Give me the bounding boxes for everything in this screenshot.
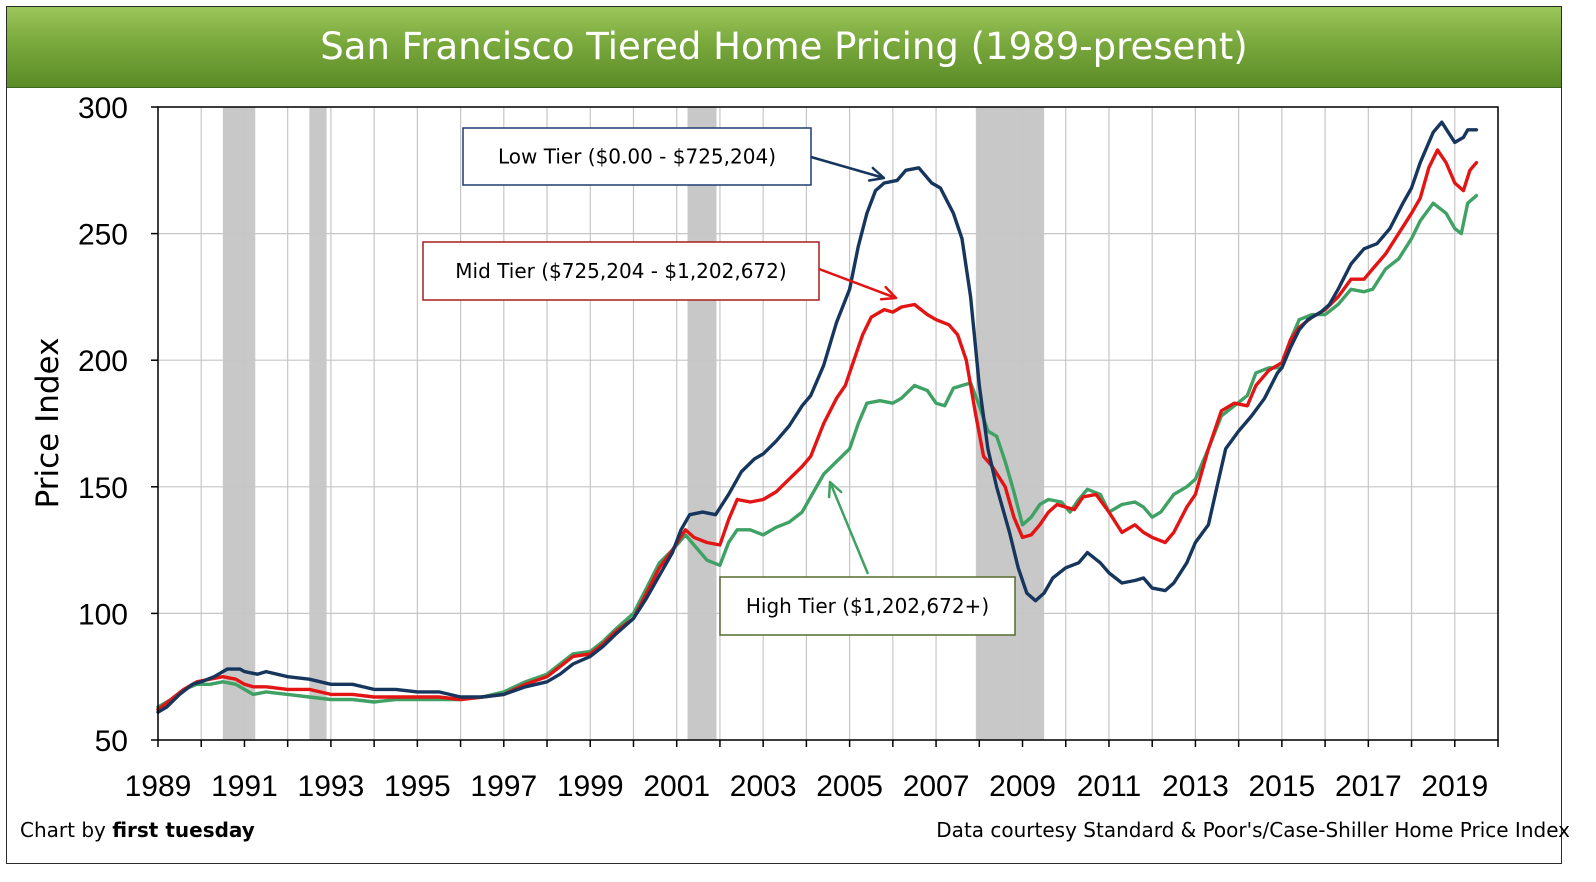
x-tick-label: 2019 — [1421, 770, 1488, 803]
plot-border — [157, 106, 1499, 741]
x-tick-label: 2005 — [816, 770, 883, 803]
y-tick-label: 250 — [78, 219, 128, 252]
x-tick-label: 2013 — [1162, 770, 1229, 803]
axes: 50 100 150 200 250 300 1989 1991 1993 1995 1997 199… — [78, 92, 1499, 803]
x-tick-label: 1995 — [384, 770, 451, 803]
y-tick-label: 150 — [78, 472, 128, 505]
x-tick-label: 2015 — [1248, 770, 1315, 803]
annotation-arrowhead — [879, 285, 898, 301]
y-tick-label: 100 — [78, 598, 128, 631]
credit-prefix: Chart by — [20, 818, 113, 842]
annotation-arrowhead — [827, 480, 843, 499]
x-tick-label: 1997 — [470, 770, 537, 803]
series-line-mid — [156, 148, 1479, 712]
annotation-arrow — [828, 481, 870, 575]
y-tick-label: 50 — [95, 725, 128, 758]
annotation-box — [462, 127, 812, 186]
credit-brand: first tuesday — [112, 818, 255, 842]
data-source: Data courtesy Standard & Poor's/Case-Shi… — [936, 818, 1570, 842]
x-tick-label: 2017 — [1335, 770, 1402, 803]
recession-band — [222, 107, 256, 740]
gridlines — [157, 106, 1499, 741]
x-tick-label: 2001 — [643, 770, 710, 803]
chart-credit: Chart by first tuesday — [20, 818, 255, 842]
x-tick-label: 1991 — [211, 770, 278, 803]
x-tick-label: 1989 — [125, 770, 192, 803]
chart-title: San Francisco Tiered Home Pricing (1989-… — [320, 25, 1248, 68]
x-tick-label: 2007 — [903, 770, 970, 803]
annotation-arrow — [818, 267, 897, 300]
x-tick-label: 1993 — [298, 770, 365, 803]
y-tick-label: 200 — [78, 345, 128, 378]
annotation-label: Mid Tier ($725,204 - $1,202,672) — [455, 259, 786, 283]
x-tick-label: 1999 — [557, 770, 624, 803]
x-tick-label: 2011 — [1077, 770, 1142, 803]
annotation-box — [719, 576, 1016, 636]
annotation-label: High Tier ($1,202,672+) — [746, 594, 989, 618]
annotation-arrowhead — [867, 166, 886, 182]
annotation-box — [422, 241, 820, 301]
series-line-low — [156, 120, 1479, 714]
recession-band — [309, 107, 327, 740]
annotation-label: Low Tier ($0.00 - $725,204) — [498, 145, 776, 169]
y-axis-label: Price Index — [30, 338, 66, 509]
annotation-arrow — [810, 155, 885, 180]
recession-band — [687, 107, 717, 740]
title-bar: San Francisco Tiered Home Pricing (1989-… — [7, 7, 1561, 88]
y-tick-label: 300 — [78, 92, 128, 125]
x-tick-label: 2009 — [989, 770, 1056, 803]
x-tick-label: 2003 — [730, 770, 797, 803]
annotations: Low Tier ($0.00 - $725,204) Mid Tier ($72… — [422, 127, 1016, 636]
series-lines — [156, 120, 1479, 714]
